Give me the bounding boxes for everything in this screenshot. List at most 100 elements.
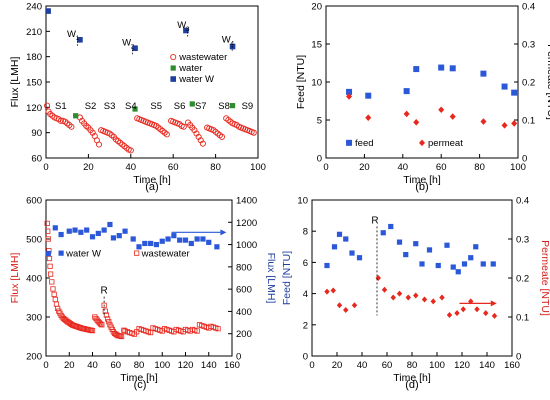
y-tick-label: 90 — [31, 128, 42, 139]
wastewater-point — [105, 316, 111, 322]
wastewater-point — [57, 117, 64, 124]
permeate-point — [381, 286, 388, 293]
y-tick-label: 20 — [311, 2, 322, 13]
permeate-point — [336, 302, 343, 309]
x-tick-label: 160 — [504, 360, 520, 371]
water-w-point — [188, 240, 194, 247]
legend-marker-wastewater — [134, 250, 140, 256]
water-w-point — [206, 239, 212, 245]
permeate-point — [460, 306, 466, 313]
permeate-point — [375, 275, 381, 281]
y-tick-label: 120 — [26, 103, 42, 114]
x-tick-label: 60 — [382, 360, 393, 371]
x-axis-title: Time [h] — [403, 174, 441, 186]
x-axis-title: Time [h] — [133, 174, 171, 186]
water-w-point — [84, 227, 90, 233]
x-tick-label: 100 — [250, 162, 266, 173]
wastewater-point — [48, 271, 54, 277]
feed-point — [413, 241, 419, 247]
water-w-point — [148, 240, 154, 247]
feed-point — [438, 64, 445, 71]
permeat-point — [365, 114, 372, 122]
feed-point — [413, 66, 420, 73]
y-tick-label: 15 — [311, 40, 322, 51]
water-w-point — [159, 238, 165, 244]
water-w-point — [78, 229, 84, 235]
legend-label: water W — [178, 74, 214, 85]
legend-marker-water-w — [170, 76, 176, 82]
y2-tick-label: 800 — [236, 262, 252, 273]
feed-point — [473, 244, 479, 250]
permeat-point — [403, 110, 410, 118]
wastewater-point — [47, 263, 53, 269]
x-tick-label: 40 — [87, 360, 98, 371]
legend-marker-water — [170, 65, 176, 71]
permeat-point — [449, 113, 456, 120]
wastewater-point — [55, 305, 61, 312]
water-w-point — [107, 221, 113, 228]
water-w-point — [101, 227, 107, 233]
segment-annotation: S1 — [55, 101, 67, 112]
feed-point — [349, 250, 355, 256]
wastewater-point — [215, 326, 221, 332]
water-w-point — [95, 230, 101, 237]
x-tick-label: 0 — [323, 162, 328, 173]
wastewater-point — [103, 312, 110, 318]
feed-point — [426, 247, 433, 253]
plot-frame — [45, 5, 259, 159]
feed-point — [480, 70, 487, 77]
wastewater-point — [180, 123, 187, 130]
y2-tick-label: 0.3 — [522, 40, 535, 51]
water-w-point — [45, 250, 51, 257]
wastewater-point — [46, 255, 53, 262]
y-tick-label: 500 — [26, 235, 42, 246]
x-tick-label: 80 — [474, 162, 485, 173]
y-tick-label: 4 — [303, 289, 308, 300]
wastewater-point — [121, 327, 127, 333]
segment-annotation: S5 — [150, 101, 162, 112]
feed-point — [396, 239, 403, 245]
feed-point — [449, 65, 456, 72]
wastewater-point — [101, 302, 107, 308]
y-tick-label: 200 — [26, 352, 42, 363]
feed-point — [435, 262, 441, 269]
x-tick-label: 80 — [210, 162, 221, 173]
segment-annotation: S6 — [174, 101, 186, 112]
feed-point — [501, 83, 508, 90]
x-tick-label: 40 — [126, 162, 137, 173]
segment-annotation: S7 — [195, 101, 207, 112]
x-axis-title: Time [h] — [120, 372, 158, 384]
y2-tick-label: 0.2 — [522, 78, 535, 89]
wastewater-point — [89, 328, 96, 334]
x-tick-label: 20 — [332, 360, 343, 371]
water-w-point — [183, 27, 189, 34]
feed-point — [450, 264, 456, 270]
segment-annotation: S4 — [125, 101, 137, 112]
y-tick-label: 180 — [26, 52, 42, 63]
y-tick-label: 0 — [317, 154, 322, 165]
x-tick-label: 0 — [43, 162, 48, 173]
x-axis-title: Time [h] — [393, 372, 431, 384]
permeate-point — [483, 310, 489, 317]
permeate-point — [439, 294, 445, 301]
water-w-point — [45, 8, 51, 14]
x-tick-label: 160 — [224, 360, 240, 371]
y2-tick-label: 0 — [522, 154, 527, 165]
y2-axis-title: Flux [LMH] — [265, 253, 277, 304]
wastewater-point — [45, 236, 51, 242]
wastewater-point — [127, 147, 134, 154]
water-w-point — [52, 225, 58, 231]
water-w-point — [66, 228, 72, 234]
wastewater-point — [199, 140, 206, 147]
feed-point — [324, 262, 330, 269]
y-tick-label: 400 — [26, 274, 42, 285]
annotation-subscript: 2 — [131, 44, 135, 51]
permeate-point — [343, 306, 349, 313]
wastewater-point — [44, 102, 51, 109]
permeat-point — [413, 118, 420, 126]
feed-point — [490, 261, 496, 267]
legend-label: wastewater — [141, 249, 190, 260]
feed-point — [444, 242, 450, 248]
